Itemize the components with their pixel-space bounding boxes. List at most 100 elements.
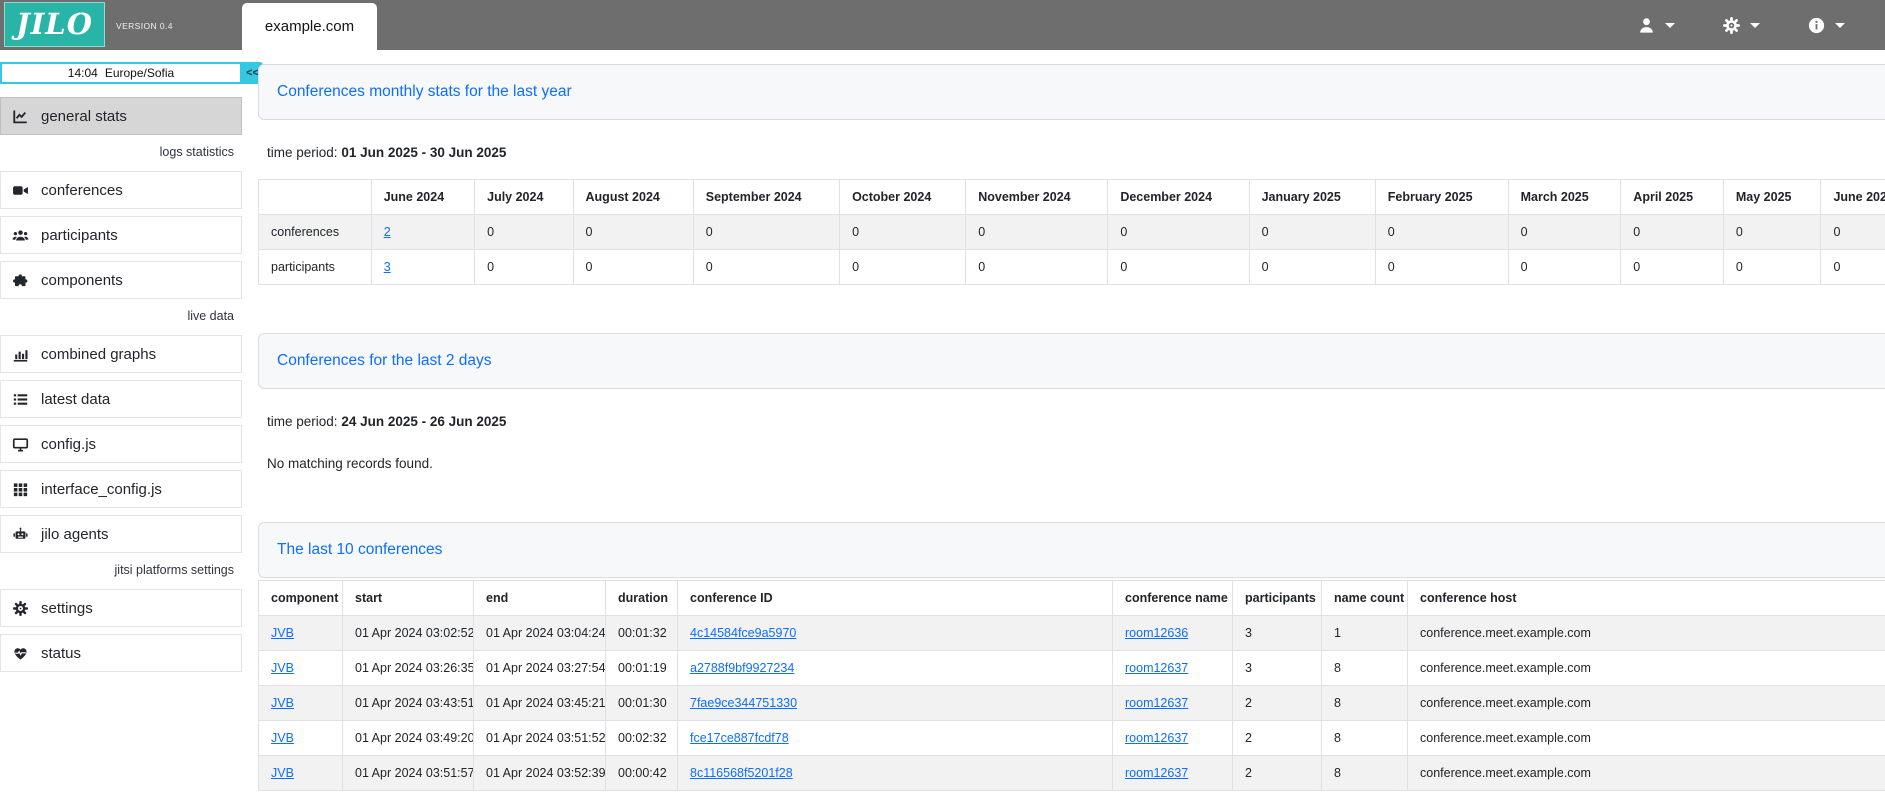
info-menu[interactable] [1807,16,1845,35]
sidebar-item-label: interface_config.js [41,480,162,498]
time-period-value: 24 Jun 2025 - 26 Jun 2025 [341,414,507,429]
sidebar-item-components[interactable]: components [0,261,242,299]
platform-tab-label: example.com [264,18,355,35]
sidebar-item-label: jilo agents [41,525,109,543]
last10-table-body: JVB 01 Apr 2024 03:02:52 01 Apr 2024 03:04… [258,615,1885,791]
end-cell: 01 Apr 2024 03:27:54 [473,650,606,686]
sidebar-item-participants[interactable]: participants [0,216,242,254]
column-header: participants [1232,580,1322,616]
gear-icon [1722,16,1741,35]
month-header: April 2025 [1620,179,1724,215]
stat-cell: 0 [1248,214,1376,250]
stat-cell: 0 [1507,214,1622,250]
monthly-stats-title[interactable]: Conferences monthly stats for the last y… [277,83,572,100]
sidebar-item-combined-graphs[interactable]: combined graphs [0,335,242,373]
conference-id-cell: 4c14584fce9a5970 [677,615,1113,651]
start-cell: 01 Apr 2024 03:26:35 [342,650,474,686]
sidebar-item-jilo-agents[interactable]: jilo agents [0,515,242,553]
sidebar-item-interface-config-js[interactable]: interface_config.js [0,470,242,508]
clock-time: 14:04 [67,66,98,80]
stat-cell: 0 [1507,249,1622,285]
stat-cell: 0 [1820,249,1885,285]
conference-name-cell: room12636 [1112,615,1233,651]
stat-cell: 0 [474,214,574,250]
start-cell: 01 Apr 2024 03:43:51 [342,685,474,721]
app-logo[interactable]: JILO [4,2,105,47]
name-count-cell: 8 [1321,650,1408,686]
month-header: November 2024 [965,179,1109,215]
conference-host-cell: conference.meet.example.com [1407,755,1885,791]
table-link[interactable]: room12637 [1125,661,1189,675]
month-header: October 2024 [839,179,967,215]
platform-tab[interactable]: example.com [242,3,377,50]
stat-cell: 0 [1620,214,1724,250]
stat-cell: 0 [1107,249,1250,285]
stat-cell: 0 [1374,214,1509,250]
sidebar-collapse-button[interactable]: << [242,62,263,84]
table-row: JVB 01 Apr 2024 03:51:57 01 Apr 2024 03:52… [258,755,1885,791]
sidebar-section-label: jitsi platforms settings [114,563,234,577]
user-icon [1637,16,1656,35]
table-link[interactable]: JVB [271,661,294,675]
table-link[interactable]: JVB [271,766,294,780]
stat-cell: 2 [370,214,476,250]
stat-cell: 0 [572,249,694,285]
component-cell: JVB [258,720,343,756]
time-period-label: time period: [267,145,338,160]
table-link[interactable]: fce17ce887fcdf78 [690,731,789,745]
month-header: February 2025 [1374,179,1509,215]
month-header: June 2024 [370,179,476,215]
sidebar-item-config-js[interactable]: config.js [0,425,242,463]
sidebar-item-general-stats[interactable]: general stats [0,97,242,135]
table-link[interactable]: room12637 [1125,731,1189,745]
conference-id-cell: fce17ce887fcdf78 [677,720,1113,756]
table-link[interactable]: 7fae9ce344751330 [690,696,798,710]
user-menu[interactable] [1637,16,1675,35]
month-header: January 2025 [1248,179,1376,215]
table-link[interactable]: JVB [271,626,294,640]
recent-time-period: time period: 24 Jun 2025 - 26 Jun 2025 [267,414,1885,429]
recent-conferences-title[interactable]: Conferences for the last 2 days [277,352,492,369]
caret-down-icon [1750,22,1760,28]
table-link[interactable]: 4c14584fce9a5970 [690,626,797,640]
stat-cell: 0 [1248,249,1376,285]
grid-icon [11,481,30,498]
topbar-menus [1637,0,1885,50]
conference-host-cell: conference.meet.example.com [1407,615,1885,651]
sidebar-item-settings[interactable]: settings [0,589,242,627]
conference-name-cell: room12637 [1112,755,1233,791]
end-cell: 01 Apr 2024 03:04:24 [473,615,606,651]
caret-down-icon [1665,22,1675,28]
column-header: end [473,580,606,616]
gear-icon [11,600,30,617]
participants-count-link[interactable]: 3 [383,260,391,274]
participants-cell: 3 [1232,615,1322,651]
sidebar-item-label: config.js [41,435,97,453]
sidebar-item-conferences[interactable]: conferences [0,171,242,209]
table-link[interactable]: JVB [271,731,294,745]
conferences-count-link[interactable]: 2 [383,225,391,239]
sidebar-item-latest-data[interactable]: latest data [0,380,242,418]
sidebar-item-status[interactable]: status [0,634,242,672]
table-link[interactable]: room12636 [1125,626,1189,640]
monthly-stats-card-header: Conferences monthly stats for the last y… [258,64,1885,120]
sidebar-item-label: components [41,271,123,289]
table-link[interactable]: room12637 [1125,696,1189,710]
table-link[interactable]: 8c116568f5201f28 [690,766,793,780]
conference-id-cell: a2788f9bf9927234 [677,650,1113,686]
end-cell: 01 Apr 2024 03:45:21 [473,685,606,721]
table-link[interactable]: a2788f9bf9927234 [690,661,795,675]
end-cell: 01 Apr 2024 03:52:39 [473,755,606,791]
participants-cell: 3 [1232,650,1322,686]
participants-cell: 2 [1232,685,1322,721]
settings-menu[interactable] [1722,16,1760,35]
info-icon [1807,16,1826,35]
main-content: Conferences monthly stats for the last y… [242,50,1885,809]
last10-table-head: component start end duration conference ID co… [258,580,1885,616]
puzzle-piece-icon [11,272,30,289]
month-header: June 2025 [1820,179,1885,215]
last10-title[interactable]: The last 10 conferences [277,541,443,558]
table-link[interactable]: room12637 [1125,766,1189,780]
duration-cell: 00:01:19 [605,650,678,686]
table-link[interactable]: JVB [271,696,294,710]
